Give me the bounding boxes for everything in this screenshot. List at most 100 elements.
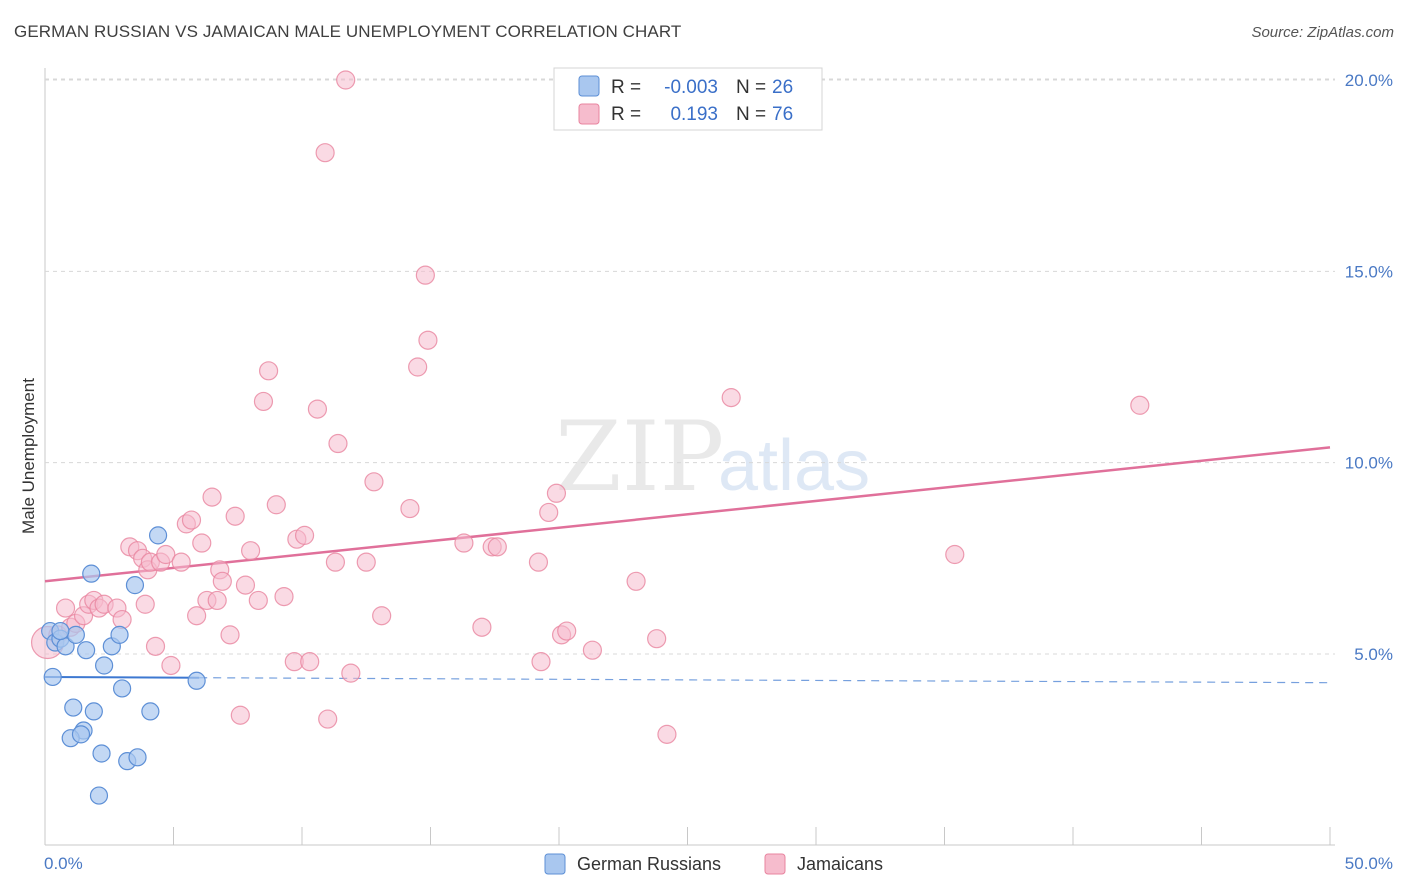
jamaicans-trend-line	[44, 446, 1331, 583]
jamaicans-point	[626, 571, 646, 591]
german-russians-point	[148, 526, 168, 545]
legend-n-value-1: 26	[772, 77, 793, 98]
jamaicans-point	[356, 552, 376, 572]
series-legend-swatch-blue	[544, 853, 566, 875]
jamaicans-point	[647, 629, 667, 649]
x-ticks	[173, 827, 1331, 845]
gridlines	[45, 78, 1335, 655]
y-tick-label: 10.0%	[1345, 454, 1393, 473]
jamaicans-point	[415, 265, 435, 285]
german-russians-point	[43, 667, 62, 687]
jamaicans-point	[156, 544, 176, 565]
legend-swatch-pink	[578, 103, 600, 125]
legend-n-label-1: N =	[736, 77, 766, 98]
jamaicans-point	[318, 709, 338, 729]
jamaicans-point	[145, 636, 166, 656]
series-legend: German Russians Jamaicans	[544, 853, 883, 875]
jamaicans-point	[225, 506, 245, 526]
german-russians-point	[64, 698, 83, 717]
german-russians-point	[112, 679, 132, 698]
jamaicans-point	[539, 502, 559, 523]
jamaicans-point	[557, 621, 577, 641]
jamaicans-point	[207, 590, 227, 611]
jamaicans-point	[408, 357, 428, 377]
jamaicans-point	[307, 399, 328, 419]
jamaicans-point	[112, 609, 132, 630]
jamaicans-point	[161, 655, 181, 676]
jamaicans-point	[328, 433, 348, 454]
jamaicans-point	[266, 495, 286, 515]
legend-n-value-2: 76	[772, 104, 793, 125]
jamaicans-point	[258, 361, 279, 381]
trend-lines	[44, 446, 1331, 684]
jamaicans-point	[248, 590, 268, 611]
legend-r-value-2: 0.193	[670, 104, 718, 125]
legend-r-value-1: -0.003	[664, 77, 718, 98]
german-russians-point	[128, 748, 147, 767]
jamaicans-point	[454, 533, 474, 553]
jamaicans-point	[418, 330, 438, 350]
x-tick-label-min: 0.0%	[44, 854, 83, 873]
correlation-legend: R = -0.003 N = 26 R = 0.193 N = 76	[553, 67, 823, 131]
jamaicans-point	[187, 606, 207, 626]
y-axis-title: Male Unemployment	[19, 378, 38, 534]
german-russians-point	[187, 671, 206, 690]
jamaicans-point	[212, 571, 232, 591]
jamaicans-point	[528, 552, 549, 572]
german-russians-point	[92, 744, 111, 763]
german-russians-point	[95, 656, 114, 675]
jamaicans-point	[300, 652, 320, 672]
jamaicans-point	[336, 70, 356, 90]
y-tick-label: 15.0%	[1345, 262, 1393, 281]
jamaicans-point	[721, 388, 741, 408]
german-russians-point	[71, 725, 91, 744]
legend-swatch-blue	[578, 75, 600, 97]
jamaicans-point	[400, 498, 420, 519]
german-russians-point	[125, 576, 145, 595]
jamaicans-point	[220, 625, 240, 645]
jamaicans-point	[657, 724, 677, 744]
jamaicans-point	[274, 586, 294, 607]
jamaicans-point	[135, 594, 155, 614]
german-russians-point	[82, 564, 101, 583]
series-legend-label-pink: Jamaicans	[797, 854, 883, 874]
chart-title: GERMAN RUSSIAN VS JAMAICAN MALE UNEMPLOY…	[14, 22, 682, 41]
jamaicans-point	[487, 537, 507, 557]
jamaicans-point	[294, 525, 315, 545]
chart-source: Source: ZipAtlas.com	[1251, 24, 1394, 41]
jamaicans-point	[582, 640, 603, 660]
watermark: ZIP atlas	[555, 401, 870, 513]
watermark-zip: ZIP	[555, 401, 724, 513]
jamaicans-point	[55, 598, 76, 618]
legend-r-label-1: R =	[611, 77, 641, 98]
german-russians-point	[110, 625, 129, 644]
jamaicans-point	[241, 541, 261, 561]
jamaicans-point	[364, 472, 384, 492]
y-tick-label: 20.0%	[1345, 71, 1393, 90]
german-russians-points	[41, 526, 206, 805]
german-russians-point	[51, 621, 70, 641]
german-russians-point	[89, 786, 109, 805]
jamaicans-point	[253, 391, 274, 412]
jamaicans-points	[30, 70, 1150, 744]
jamaicans-point	[192, 533, 212, 553]
german-russians-trend-line	[44, 675, 200, 679]
jamaicans-point	[945, 544, 965, 565]
jamaicans-point	[546, 483, 567, 503]
jamaicans-point	[230, 705, 250, 725]
jamaicans-point	[315, 143, 335, 163]
jamaicans-point	[171, 552, 191, 572]
y-tick-labels: 5.0% 10.0% 15.0% 20.0%	[1345, 71, 1393, 664]
watermark-atlas: atlas	[718, 426, 870, 506]
jamaicans-point	[202, 487, 222, 507]
jamaicans-point	[1130, 395, 1150, 415]
y-tick-label: 5.0%	[1354, 645, 1393, 664]
jamaicans-point	[325, 552, 346, 572]
german-russians-trend-extension	[199, 677, 1331, 684]
legend-r-label-2: R =	[611, 104, 641, 125]
series-legend-swatch-pink	[764, 853, 786, 875]
jamaicans-point	[472, 617, 492, 637]
series-legend-label-blue: German Russians	[577, 854, 721, 874]
german-russians-point	[66, 625, 85, 644]
